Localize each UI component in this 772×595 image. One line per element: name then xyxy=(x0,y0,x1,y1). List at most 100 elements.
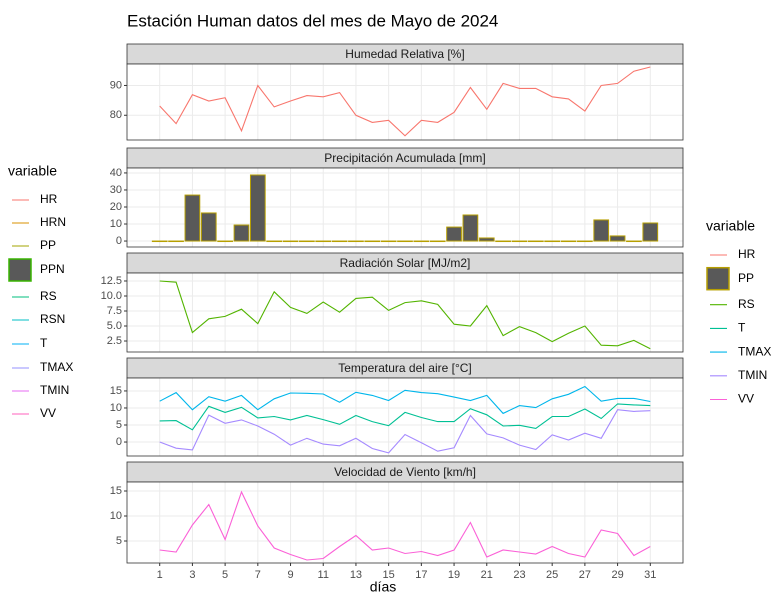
bar xyxy=(217,240,233,243)
bar xyxy=(626,240,642,243)
x-tick-label: 21 xyxy=(481,569,493,581)
bar xyxy=(299,240,315,243)
x-tick-label: 29 xyxy=(611,569,623,581)
y-tick-label: 12.5 xyxy=(101,275,122,287)
bar xyxy=(511,240,528,243)
y-tick-label: 15 xyxy=(110,485,122,497)
chart-title: Estación Human datos del mes de Mayo de … xyxy=(127,11,498,30)
panel-title: Precipitación Acumulada [mm] xyxy=(324,151,485,165)
line xyxy=(159,66,651,137)
x-tick-label: 9 xyxy=(287,569,293,581)
x-tick-label: 17 xyxy=(415,569,427,581)
panel-title: Radiación Solar [MJ/m2] xyxy=(340,256,471,270)
bar xyxy=(151,240,168,243)
panel xyxy=(127,64,683,140)
bar xyxy=(478,237,495,242)
bar xyxy=(560,240,577,243)
legend-label: RS xyxy=(738,297,755,311)
panel xyxy=(127,168,683,247)
x-axis-label: días xyxy=(370,579,396,595)
line xyxy=(159,409,651,454)
x-tick-label: 7 xyxy=(255,569,261,581)
bar xyxy=(315,240,332,243)
x-tick-label: 25 xyxy=(546,569,558,581)
bar xyxy=(266,240,283,243)
x-tick-label: 31 xyxy=(644,569,656,581)
legend-title: variable xyxy=(8,163,57,179)
x-tick-label: 19 xyxy=(448,569,460,581)
panel-border xyxy=(126,377,684,457)
y-tick-label: 80 xyxy=(110,109,122,121)
y-tick-label: 15 xyxy=(110,385,122,397)
y-tick-label: 7.5 xyxy=(107,305,122,317)
y-tick-label: 30 xyxy=(110,184,122,196)
bar xyxy=(348,240,364,243)
legend-label: PP xyxy=(738,271,754,285)
y-tick-label: 5.0 xyxy=(107,320,122,332)
bar xyxy=(249,174,266,242)
legend-key xyxy=(8,258,32,282)
y-tick-label: 20 xyxy=(110,201,122,213)
legend-label: TMAX xyxy=(738,344,771,358)
panel-border xyxy=(126,63,684,141)
legend-label: TMAX xyxy=(40,360,73,374)
legend-key xyxy=(706,266,730,291)
x-tick-label: 1 xyxy=(157,569,163,581)
panel-border xyxy=(126,272,684,353)
y-tick-label: 10 xyxy=(110,510,122,522)
x-tick-label: 11 xyxy=(318,569,329,581)
line xyxy=(159,403,651,431)
legend-label: HR xyxy=(738,247,756,261)
line xyxy=(159,280,651,350)
line xyxy=(159,385,651,415)
panel xyxy=(127,273,683,352)
bar xyxy=(544,240,561,243)
y-tick-label: 2.5 xyxy=(107,335,122,347)
y-tick-label: 40 xyxy=(110,167,122,179)
bar xyxy=(380,240,397,243)
bar xyxy=(200,212,217,242)
legend-label: RSN xyxy=(40,312,65,326)
bar xyxy=(184,194,201,242)
line xyxy=(159,490,651,561)
bar xyxy=(233,224,250,242)
x-tick-label: 3 xyxy=(189,569,195,581)
bar xyxy=(577,240,593,243)
panel xyxy=(127,482,683,563)
bar xyxy=(168,240,184,243)
legend-label: HRN xyxy=(40,215,66,229)
legend-label: VV xyxy=(738,392,754,406)
legend-label: HR xyxy=(40,192,58,206)
bar xyxy=(331,240,348,243)
legend-title: variable xyxy=(706,218,755,234)
panel-border xyxy=(126,167,684,248)
x-tick-label: 15 xyxy=(383,569,395,581)
x-tick-label: 23 xyxy=(513,569,525,581)
panel-border xyxy=(126,481,684,564)
bar xyxy=(413,240,430,243)
panel-title: Temperatura del aire [°C] xyxy=(338,361,472,375)
bar xyxy=(495,240,511,243)
bar xyxy=(282,240,299,243)
bar xyxy=(609,235,626,242)
x-tick-label: 13 xyxy=(350,569,362,581)
panel-title: Velocidad de Viento [km/h] xyxy=(334,465,476,479)
y-tick-label: 5 xyxy=(116,535,122,547)
x-tick-label: 5 xyxy=(222,569,228,581)
bar xyxy=(642,222,659,242)
legend-label: VV xyxy=(40,406,56,420)
y-tick-label: 5 xyxy=(116,419,122,431)
x-tick-label: 27 xyxy=(579,569,591,581)
y-tick-label: 0 xyxy=(116,235,122,247)
y-tick-label: 10.0 xyxy=(101,290,122,302)
legend-label: TMIN xyxy=(738,368,767,382)
panel-title: Humedad Relativa [%] xyxy=(345,47,464,61)
legend-label: PPN xyxy=(40,262,65,276)
legend-label: RS xyxy=(40,289,57,303)
legend-label: TMIN xyxy=(40,383,69,397)
bar xyxy=(527,240,544,243)
bar xyxy=(429,240,446,243)
legend-label: T xyxy=(738,321,746,335)
bar xyxy=(364,240,381,243)
